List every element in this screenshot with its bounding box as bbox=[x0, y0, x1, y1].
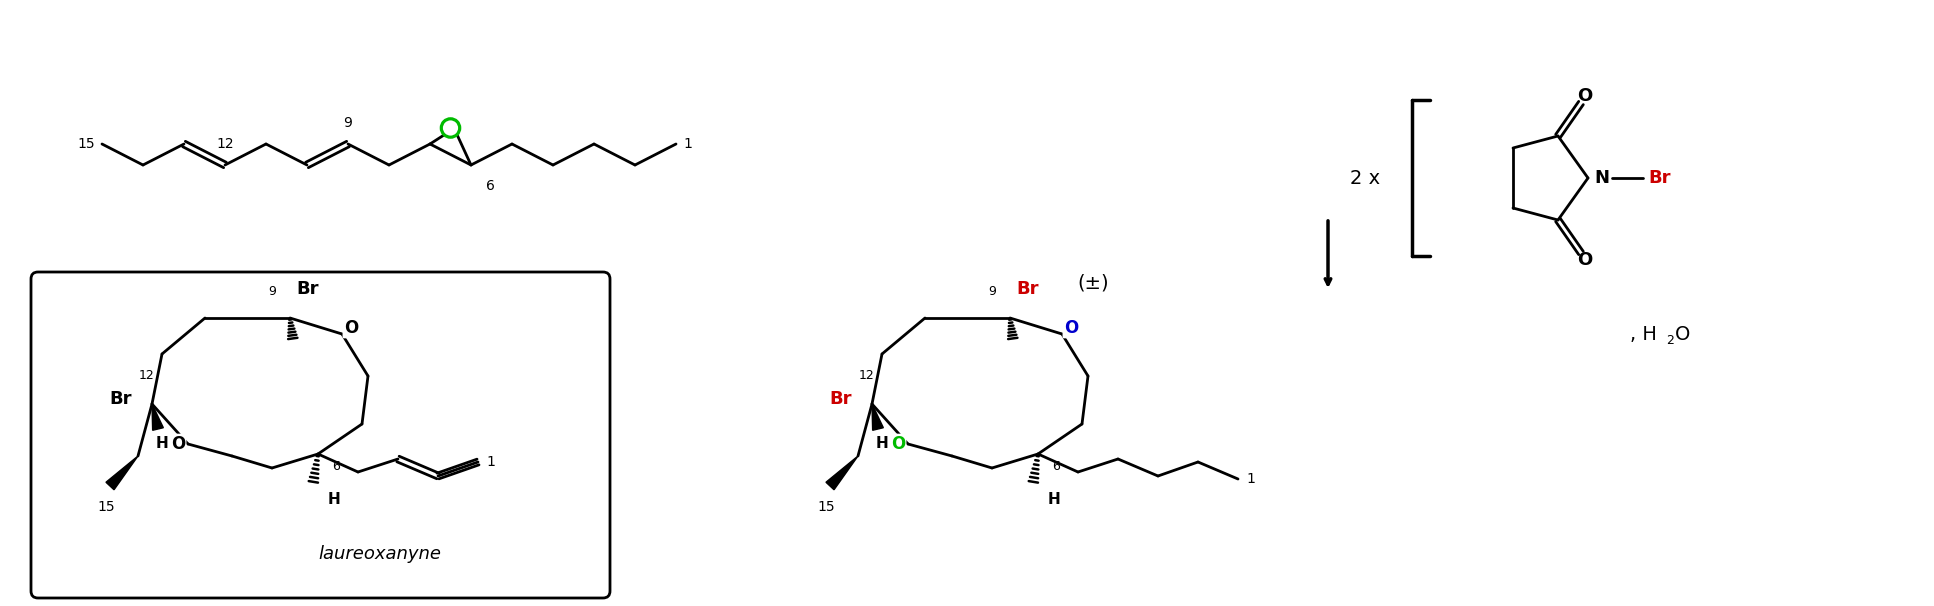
Text: Br: Br bbox=[110, 390, 132, 408]
Text: , H: , H bbox=[1630, 324, 1657, 344]
Text: H: H bbox=[1048, 492, 1060, 507]
Text: 1: 1 bbox=[485, 455, 495, 469]
Text: H: H bbox=[876, 436, 888, 451]
Text: N: N bbox=[1594, 169, 1609, 187]
Text: 2 x: 2 x bbox=[1350, 168, 1381, 187]
Text: 9: 9 bbox=[269, 285, 277, 298]
Text: O: O bbox=[892, 435, 905, 453]
Polygon shape bbox=[872, 404, 884, 430]
Polygon shape bbox=[826, 456, 859, 490]
Text: Br: Br bbox=[830, 390, 853, 408]
Text: 2: 2 bbox=[1667, 333, 1675, 347]
Text: Br: Br bbox=[1650, 169, 1671, 187]
Text: O: O bbox=[1578, 251, 1592, 269]
Text: 1: 1 bbox=[1245, 472, 1255, 486]
Text: Br: Br bbox=[296, 280, 319, 298]
Text: 1: 1 bbox=[683, 137, 692, 151]
Text: H: H bbox=[155, 436, 168, 451]
Text: O: O bbox=[344, 319, 358, 337]
Text: 6: 6 bbox=[485, 179, 495, 193]
Text: H: H bbox=[327, 492, 340, 507]
Text: Br: Br bbox=[1015, 280, 1039, 298]
Text: O: O bbox=[1064, 319, 1077, 337]
Text: 9: 9 bbox=[988, 285, 996, 298]
Text: 6: 6 bbox=[1052, 460, 1060, 473]
Text: (±): (±) bbox=[1077, 273, 1108, 293]
Text: 12: 12 bbox=[217, 137, 234, 151]
Text: 15: 15 bbox=[97, 500, 114, 514]
Text: laureoxanyne: laureoxanyne bbox=[319, 545, 441, 563]
Polygon shape bbox=[106, 456, 137, 490]
Text: O: O bbox=[1675, 324, 1690, 344]
Text: 12: 12 bbox=[139, 369, 155, 382]
Text: 9: 9 bbox=[344, 116, 352, 130]
Polygon shape bbox=[153, 404, 162, 430]
Text: O: O bbox=[1578, 87, 1592, 105]
Text: 15: 15 bbox=[818, 500, 835, 514]
Text: 6: 6 bbox=[333, 460, 340, 473]
Text: 15: 15 bbox=[77, 137, 95, 151]
Text: O: O bbox=[170, 435, 186, 453]
Text: 12: 12 bbox=[859, 369, 874, 382]
